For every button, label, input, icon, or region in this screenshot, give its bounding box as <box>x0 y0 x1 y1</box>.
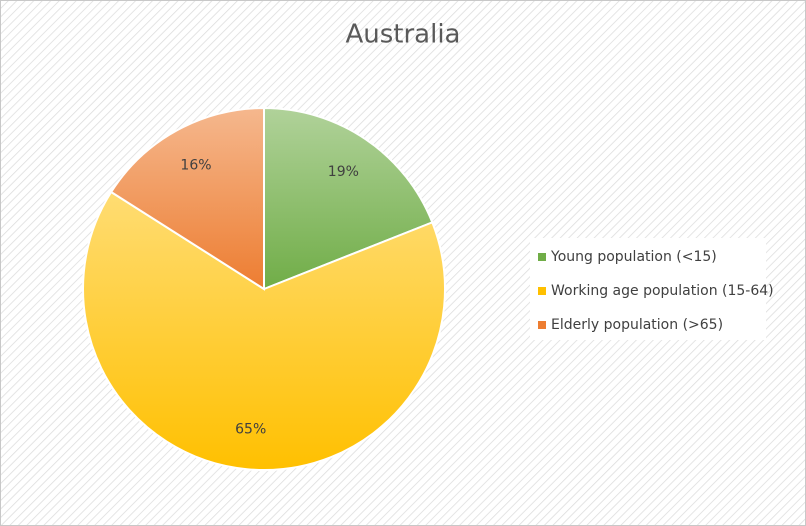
legend-box <box>530 238 766 340</box>
legend-swatch <box>538 321 546 329</box>
legend-label: Elderly population (>65) <box>551 317 723 333</box>
pie-slice <box>263 106 434 291</box>
chart-title: Australia <box>345 20 460 50</box>
pie-slice <box>82 190 446 471</box>
legend-label: Working age population (15-64) <box>551 283 774 299</box>
legend-swatch <box>538 253 546 261</box>
legend-label: Young population (<15) <box>550 249 717 265</box>
data-label: 19% <box>328 164 359 180</box>
legend-swatch <box>538 287 546 295</box>
data-label: 16% <box>180 157 211 173</box>
pie-slice <box>109 106 265 291</box>
data-label: 65% <box>235 422 266 438</box>
